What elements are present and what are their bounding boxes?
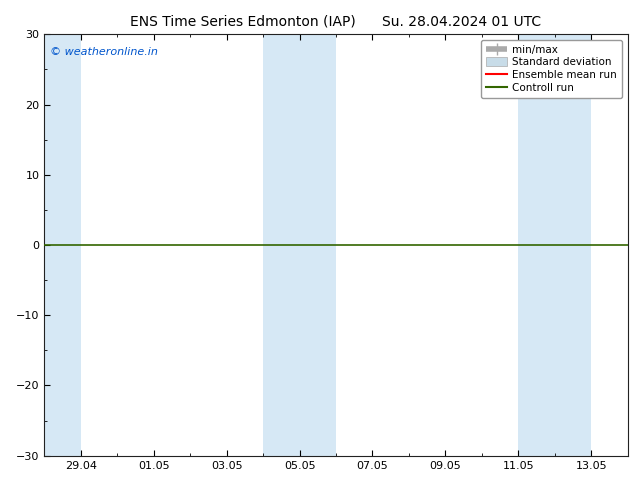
Bar xyxy=(44,34,81,456)
Legend: min/max, Standard deviation, Ensemble mean run, Controll run: min/max, Standard deviation, Ensemble me… xyxy=(481,40,623,98)
Text: © weatheronline.in: © weatheronline.in xyxy=(50,47,158,57)
Title: ENS Time Series Edmonton (IAP)      Su. 28.04.2024 01 UTC: ENS Time Series Edmonton (IAP) Su. 28.04… xyxy=(131,15,541,29)
Bar xyxy=(555,34,591,456)
Bar xyxy=(299,34,336,456)
Bar xyxy=(518,34,555,456)
Bar xyxy=(263,34,299,456)
